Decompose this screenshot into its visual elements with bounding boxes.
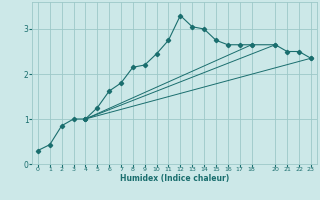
X-axis label: Humidex (Indice chaleur): Humidex (Indice chaleur) <box>120 174 229 183</box>
